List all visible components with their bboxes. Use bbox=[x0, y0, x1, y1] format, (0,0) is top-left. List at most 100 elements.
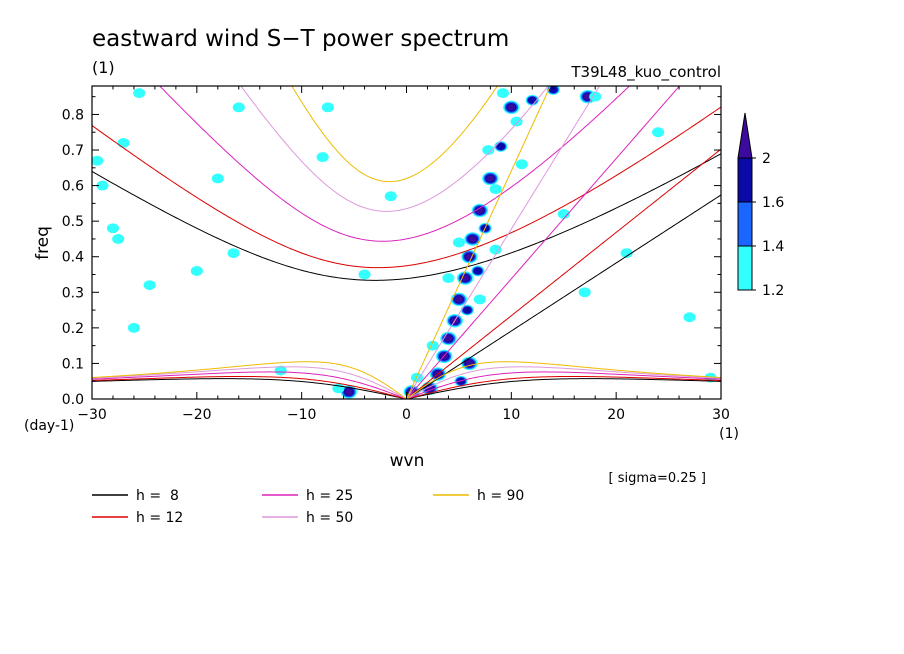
legend-label-h25: h = 25 bbox=[306, 488, 353, 504]
shaded-region-level-0 bbox=[515, 159, 528, 170]
curve-h8-kelvin bbox=[406, 194, 721, 399]
shaded-region-level-0 bbox=[211, 173, 224, 184]
y-tick-label: 0.0 bbox=[62, 392, 84, 408]
shaded-region-level-2 bbox=[462, 306, 472, 314]
curve-h8-gravity bbox=[92, 153, 721, 281]
curve-h12-rossby bbox=[92, 375, 721, 399]
y-tick-label: 0.7 bbox=[62, 143, 84, 159]
shaded-region-level-0 bbox=[510, 116, 523, 127]
shaded-region-level-2 bbox=[527, 96, 537, 104]
shaded-region-level-3 bbox=[444, 335, 453, 342]
color-bar: 2 1.6 1.4 1.2 bbox=[737, 112, 784, 299]
curve-h50-gravity bbox=[240, 86, 549, 212]
dispersion-curves bbox=[92, 86, 721, 399]
curve-h8-rossby bbox=[92, 378, 721, 399]
legend-label-h12: h = 12 bbox=[136, 510, 183, 526]
shaded-region-level-0 bbox=[683, 312, 696, 323]
shaded-region-level-0 bbox=[578, 287, 591, 298]
legend-label-h8: h = 8 bbox=[136, 488, 179, 504]
y-tick-label: 0.2 bbox=[62, 321, 84, 337]
shaded-region-level-2 bbox=[496, 142, 506, 151]
curve-h90-gravity bbox=[291, 86, 498, 183]
color-bar-label: 1.6 bbox=[762, 195, 784, 211]
shaded-region-level-0 bbox=[133, 88, 146, 99]
curve-h25-gravity bbox=[159, 86, 631, 242]
y-axis: 0.0 0.1 0.2 0.3 0.4 0.5 0.6 0.7 0.8 bbox=[62, 96, 721, 408]
plot-area bbox=[92, 86, 721, 399]
y-tick-label: 0.6 bbox=[62, 179, 84, 195]
shaded-region-level-0 bbox=[557, 209, 570, 219]
shaded-region-level-3 bbox=[486, 175, 495, 182]
x-tick-label: −10 bbox=[287, 407, 317, 423]
shaded-region-level-0 bbox=[473, 294, 486, 305]
x-axis-unit: (1) bbox=[719, 426, 739, 442]
run-label: T39L48_kuo_control bbox=[570, 63, 721, 82]
shaded-region-level-3 bbox=[507, 104, 516, 111]
shaded-region-level-0 bbox=[321, 102, 334, 113]
shaded-region-level-3 bbox=[468, 235, 477, 243]
shaded-region-level-3 bbox=[344, 388, 353, 396]
x-tick-label: 30 bbox=[712, 407, 730, 423]
color-bar-label: 1.4 bbox=[762, 239, 784, 255]
curve-h90-kelvin bbox=[406, 86, 551, 399]
curve-h12-kelvin bbox=[406, 148, 721, 399]
shaded-region-level-0 bbox=[117, 137, 130, 148]
shaded-region-level-3 bbox=[455, 296, 463, 303]
y-tick-label: 0.4 bbox=[62, 250, 84, 266]
plot-frame bbox=[91, 85, 722, 400]
shaded-region-level-0 bbox=[232, 102, 245, 113]
color-bar-top-arrow bbox=[737, 112, 753, 159]
y-tick-label: 0.5 bbox=[62, 214, 84, 230]
color-bar-segment bbox=[737, 201, 753, 247]
chart-title: eastward wind S−T power spectrum bbox=[92, 26, 509, 52]
shaded-region-level-0 bbox=[489, 244, 502, 255]
y-axis-title: freq bbox=[33, 226, 53, 260]
curve-h90-rossby bbox=[92, 361, 721, 399]
shaded-region-level-0 bbox=[410, 372, 424, 383]
y-tick-label: 0.3 bbox=[62, 285, 84, 301]
legend-label-h50: h = 50 bbox=[306, 510, 353, 526]
curve-h50-rossby bbox=[92, 366, 721, 399]
shaded-region-level-0 bbox=[489, 184, 502, 195]
shaded-region-level-0 bbox=[482, 145, 495, 155]
curve-h50-kelvin bbox=[406, 86, 601, 399]
power-shading bbox=[92, 86, 717, 399]
shaded-region-level-0 bbox=[106, 223, 120, 234]
x-tick-label: 20 bbox=[607, 407, 625, 423]
legend-label-h90: h = 90 bbox=[477, 488, 524, 504]
shaded-region-level-0 bbox=[190, 266, 203, 276]
shaded-region-level-0 bbox=[452, 237, 465, 248]
x-tick-label: −20 bbox=[182, 407, 212, 423]
x-axis: −30 −20 −10 0 10 20 30 bbox=[77, 86, 730, 423]
sigma-note: [ sigma=0.25 ] bbox=[608, 471, 706, 486]
curve-h12-gravity bbox=[92, 106, 721, 269]
curve-h25-rossby bbox=[92, 371, 721, 399]
x-axis-title: wvn bbox=[390, 451, 425, 471]
shaded-region-level-0 bbox=[274, 365, 287, 376]
shaded-region-level-0 bbox=[96, 180, 109, 191]
color-bar-segment bbox=[737, 157, 753, 203]
shaded-region-level-0 bbox=[384, 191, 397, 202]
shaded-region-level-0 bbox=[496, 88, 509, 99]
shaded-region-level-0 bbox=[652, 127, 665, 138]
y-axis-unit: (day-1) bbox=[24, 418, 74, 434]
x-tick-label: −30 bbox=[77, 407, 107, 423]
curve-h25-kelvin bbox=[406, 86, 681, 399]
shaded-region-level-0 bbox=[442, 273, 455, 284]
shaded-region-level-0 bbox=[227, 248, 240, 259]
shaded-region-level-0 bbox=[358, 269, 371, 280]
curve-legend: h = 8 h = 12 h = 25 h = 50 h = 90 bbox=[92, 488, 524, 526]
chart-subtitle: (1) bbox=[92, 58, 115, 77]
shaded-region-level-0 bbox=[620, 248, 633, 259]
color-bar-label: 2 bbox=[762, 151, 771, 167]
color-bar-label: 1.2 bbox=[762, 283, 784, 299]
shaded-region-level-0 bbox=[92, 155, 104, 166]
shaded-region-level-0 bbox=[127, 322, 140, 333]
shaded-region-level-0 bbox=[316, 152, 329, 163]
color-bar-segment bbox=[737, 245, 753, 291]
x-tick-label: 0 bbox=[402, 407, 411, 423]
x-tick-label: 10 bbox=[502, 407, 520, 423]
shaded-region-level-2 bbox=[473, 267, 483, 275]
shaded-region-level-2 bbox=[548, 86, 558, 94]
